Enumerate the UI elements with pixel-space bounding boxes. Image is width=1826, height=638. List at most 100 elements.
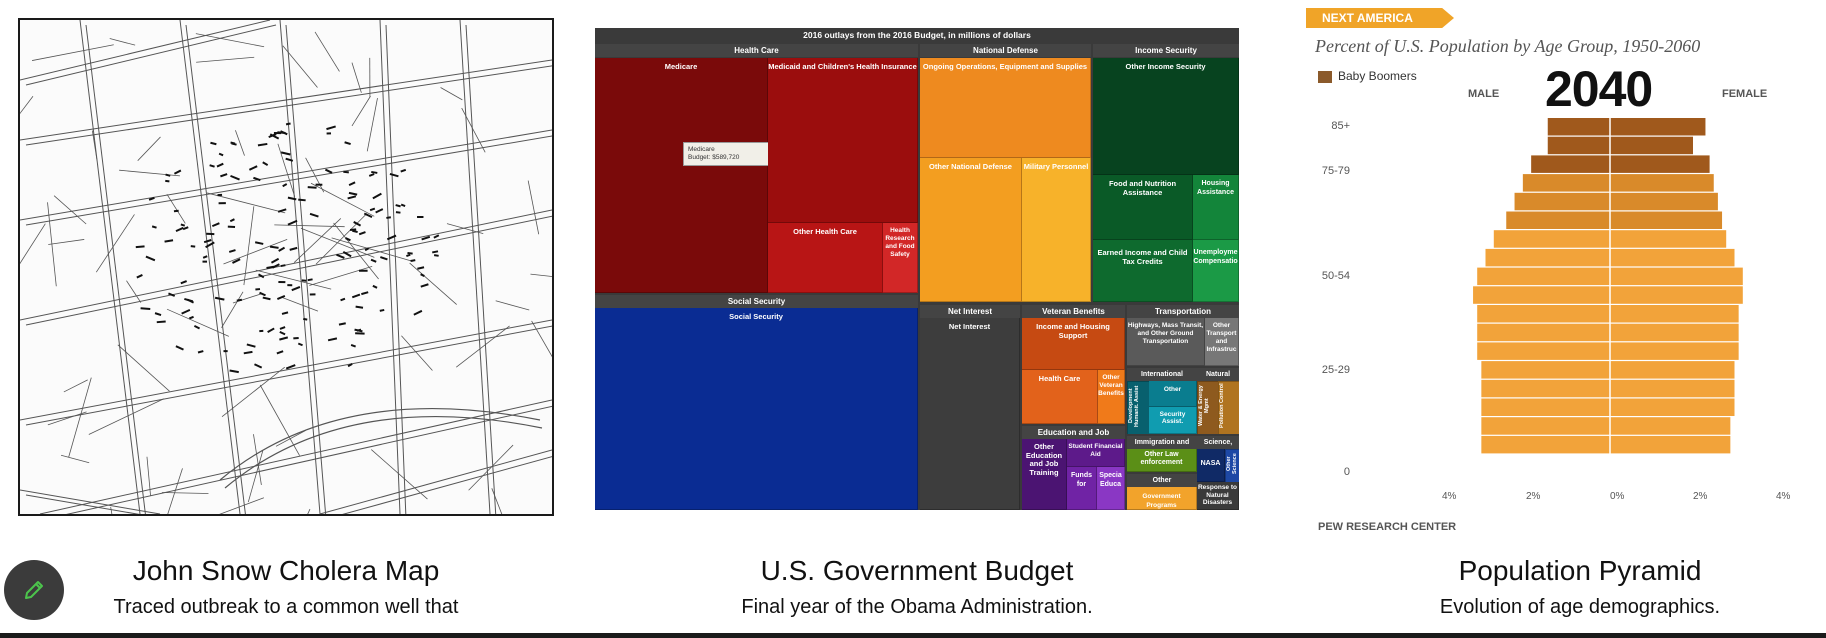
map-street [48,239,85,245]
map-death-mark [345,237,351,242]
cell-health-research[interactable]: Health Research and Food Safety [883,223,918,293]
map-death-mark [347,363,353,368]
map-death-mark [361,291,369,296]
map-death-mark [291,285,301,292]
map-death-mark [175,226,184,233]
cell-net-interest[interactable]: Net Interest [920,318,1020,510]
cell-medicare[interactable]: Medicare [595,58,768,293]
cell-response-label: Response to Natural Disasters [1197,484,1237,506]
map-street [85,24,146,514]
map-death-mark [214,296,225,301]
map-street [314,31,340,72]
map-street [95,214,135,273]
male-bar-0-4 [1481,435,1610,454]
header-net-interest: Net Interest [920,305,1020,318]
map-street [285,24,327,514]
cell-pollution[interactable]: Pollution Control [1218,381,1239,434]
map-street [20,319,552,421]
map-street [456,325,510,368]
cell-military-personnel[interactable]: Military Personnel [1022,158,1091,302]
age-label-0: 0 [1343,466,1350,478]
male-bar-85+ [1547,118,1610,136]
map-street [221,366,285,417]
map-street [53,195,87,225]
cell-other-national-defense[interactable]: Other National Defense [920,158,1022,302]
map-death-mark [380,256,388,261]
map-street [219,497,265,514]
cell-medicaid[interactable]: Medicaid and Children's Health Insurance [768,58,918,223]
map-death-mark [344,141,351,146]
cell-special-educa[interactable]: Specia Educa [1097,467,1125,510]
header-other: Other [1127,474,1197,487]
map-death-mark [269,245,279,249]
cell-other-income-security[interactable]: Other Income Security [1093,58,1239,175]
caption-subtitle-cholera: Traced outbreak to a common well that [113,596,459,618]
pew-source-label: PEW RESEARCH CENTER [1318,521,1457,533]
map-death-mark [180,223,186,227]
cell-earned-label: Earned Income and Child Tax Credits [1097,248,1188,266]
map-street [207,192,286,214]
map-death-mark [202,255,208,259]
cell-other-health-care[interactable]: Other Health Care [768,223,883,293]
male-bar-60-64 [1506,211,1610,229]
map-street [459,20,491,514]
map-death-mark [259,291,266,297]
male-bar-20-24 [1481,361,1610,379]
cell-other-intl[interactable]: Other [1149,381,1197,407]
map-death-mark [269,133,280,140]
cell-earned-income[interactable]: Earned Income and Child Tax Credits [1093,240,1193,302]
cell-ongoing-operations[interactable]: Ongoing Operations, Equipment and Suppli… [920,58,1091,158]
map-death-mark [433,234,440,239]
map-death-mark [353,221,362,227]
male-bar-5-9 [1481,417,1610,435]
cell-vet-health-care[interactable]: Health Care [1022,370,1098,424]
map-death-mark [358,269,368,272]
map-death-mark [407,251,413,255]
cell-government-programs[interactable]: Government Programs [1127,487,1197,510]
cell-nasa[interactable]: NASA [1197,449,1225,482]
map-street [20,96,34,115]
cell-development[interactable]: Development Humanit. Assist [1127,381,1149,434]
cell-other-education[interactable]: Other Education and Job Training [1022,439,1067,510]
map-death-mark [218,152,224,157]
male-bar-25-29 [1477,342,1610,360]
map-street [461,107,486,153]
map-death-mark [165,173,171,177]
cell-food-nutrition[interactable]: Food and Nutrition Assistance [1093,175,1193,240]
map-death-mark [165,179,170,183]
map-street [279,20,321,514]
map-street [385,24,407,514]
cell-unemployment[interactable]: Unemployme Compensatio [1193,240,1239,302]
cell-social-security[interactable]: Social Security [595,308,918,510]
female-bar-65-69 [1610,192,1718,211]
header-veteran-benefits: Veteran Benefits [1022,305,1125,318]
map-death-mark [342,250,352,258]
cell-water-energy[interactable]: Water & Energy Mgmt [1197,381,1218,434]
cell-other-veteran[interactable]: Other Veteran Benefits [1098,370,1125,424]
header-social-security: Social Security [595,295,918,308]
male-bar-45-49 [1477,267,1610,286]
cell-student-aid[interactable]: Student Financial Aid [1067,439,1125,467]
cell-other-vet-label: Other Veteran Benefits [1098,374,1124,397]
cell-other-science[interactable]: Other Science [1225,449,1239,482]
cell-housing-assistance[interactable]: Housing Assistance [1193,175,1239,240]
female-bar-25-29 [1610,342,1739,360]
cell-income-housing[interactable]: Income and Housing Support [1022,318,1125,370]
map-death-mark [356,328,362,332]
cell-funds-for[interactable]: Funds for [1067,467,1097,510]
header-health-care: Health Care [595,44,918,57]
cell-response-disasters[interactable]: Response to Natural Disasters [1197,482,1239,510]
map-death-mark [347,195,357,200]
cell-gov-programs-label: Government Programs [1142,493,1181,509]
cell-funds-label: Funds for [1071,472,1092,488]
female-bar-45-49 [1610,267,1743,286]
map-death-mark [217,193,223,197]
cell-other-law[interactable]: Other Law enforcement [1127,449,1197,472]
cell-highways[interactable]: Highways, Mass Transit, and Other Ground… [1127,318,1205,366]
map-death-mark [389,172,399,178]
cell-security-assist[interactable]: Security Assist. [1149,407,1197,434]
edit-pencil-button[interactable] [4,560,64,620]
cell-other-transport[interactable]: Other Transport and Infrastruc [1205,318,1239,366]
cell-development-label: Development Humanit. Assist [1128,385,1140,427]
map-death-mark [350,344,356,348]
